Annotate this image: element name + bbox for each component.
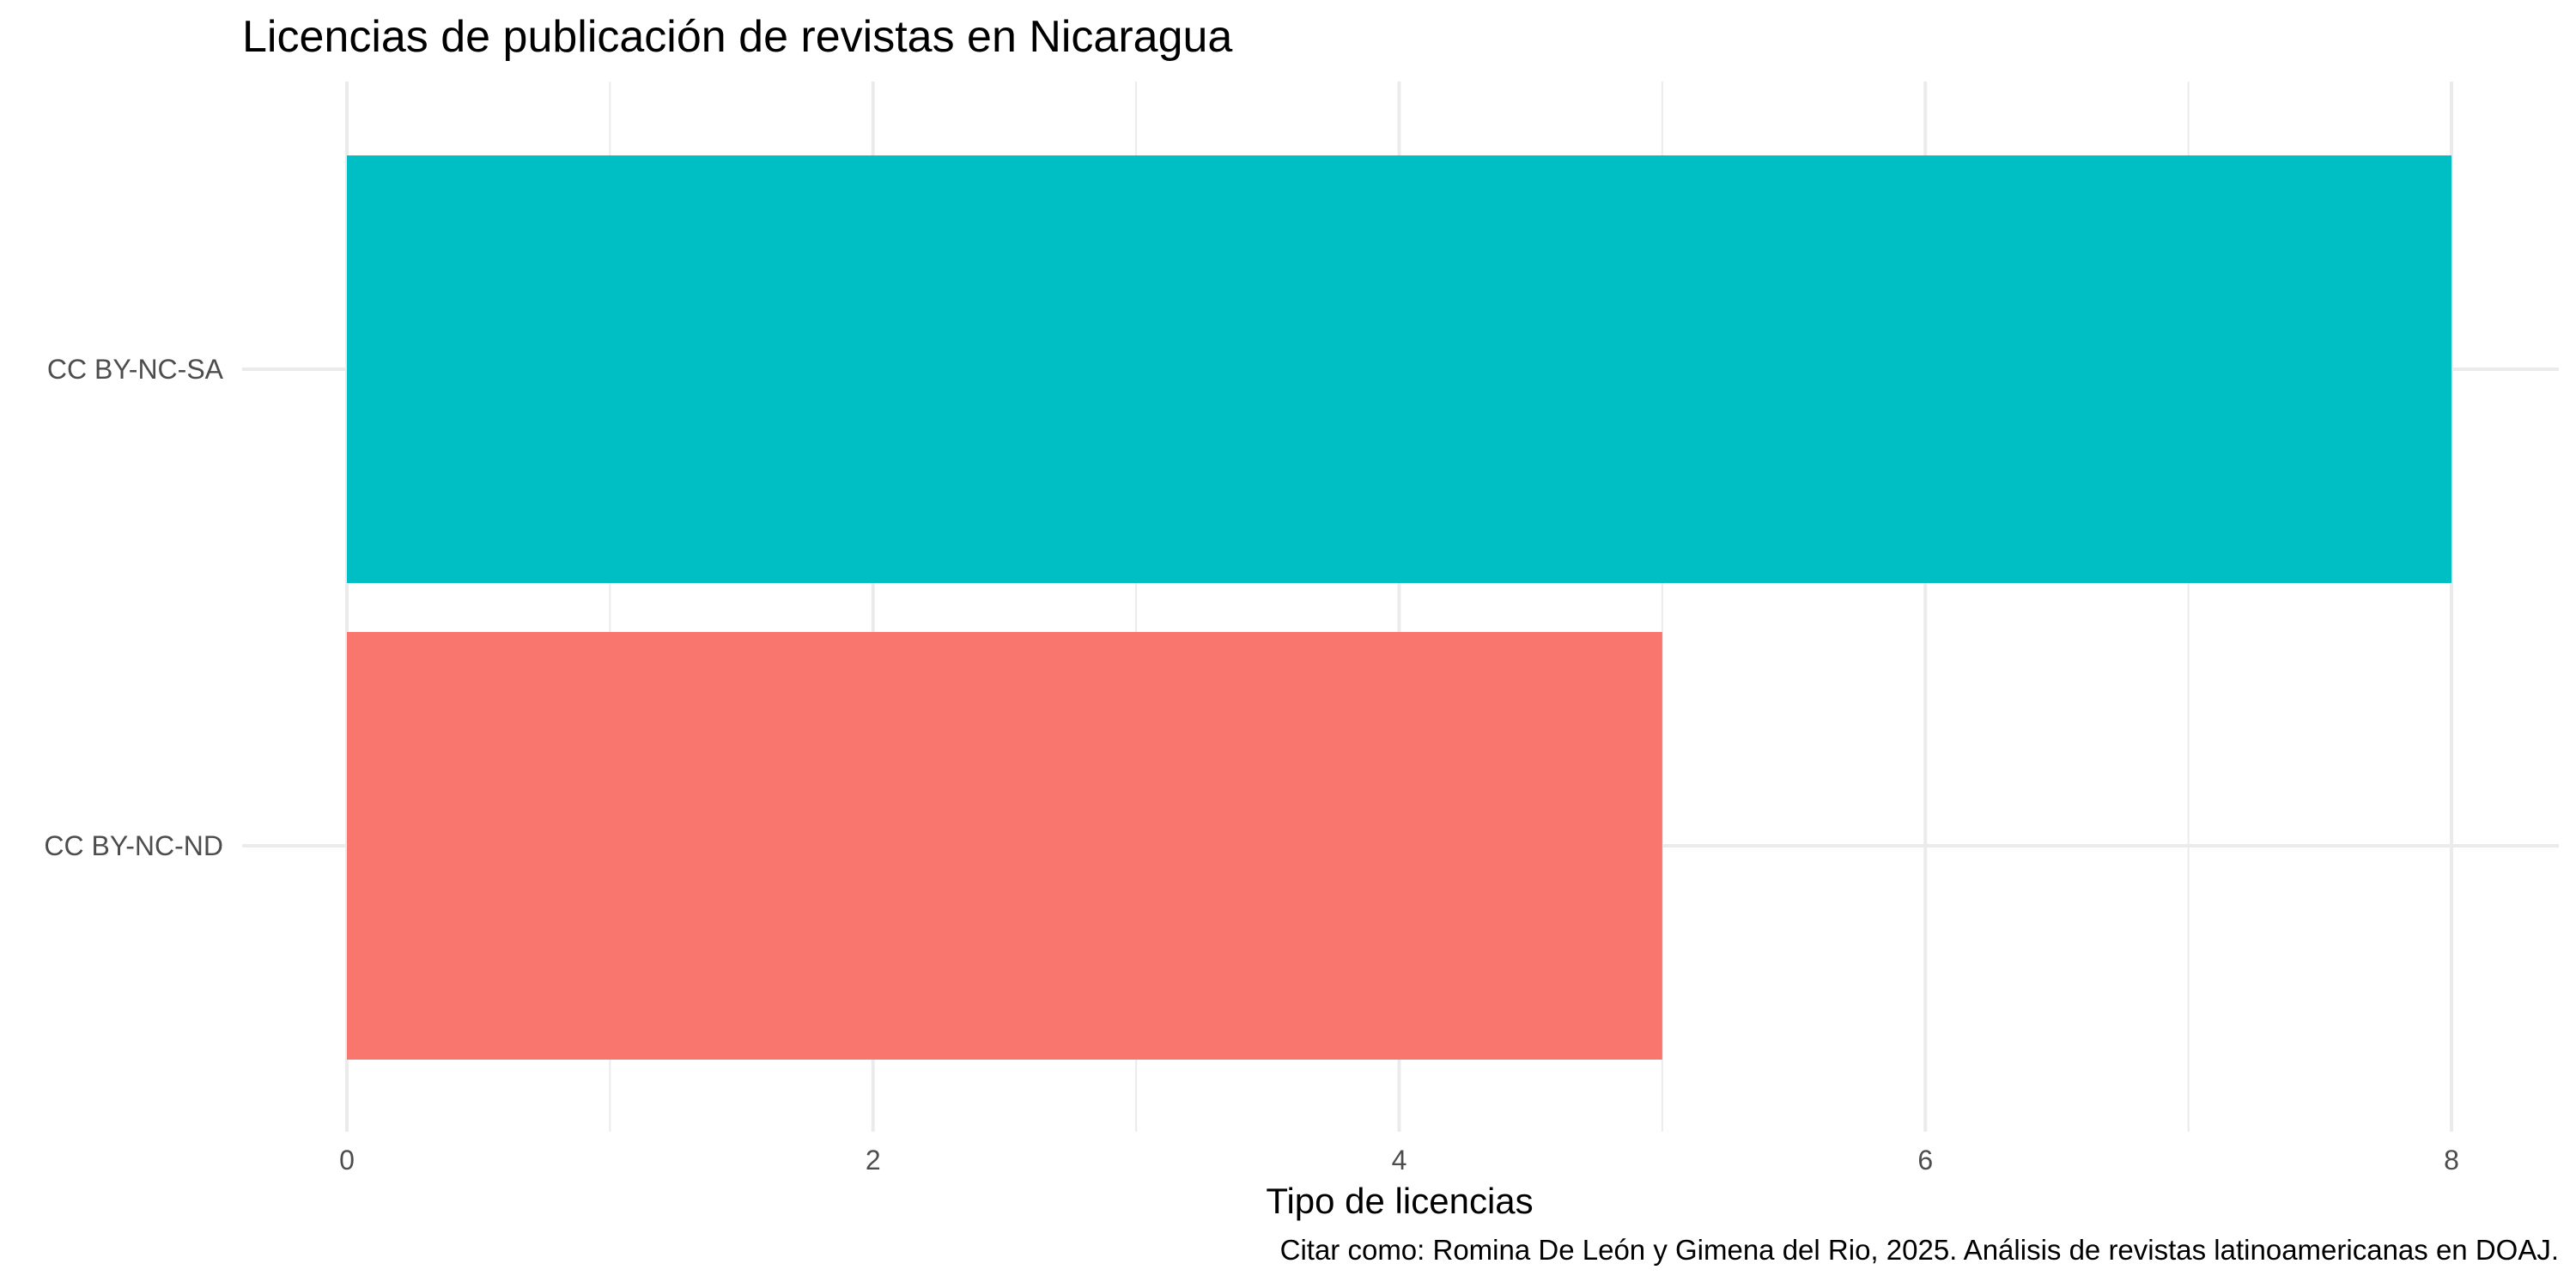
bars	[347, 155, 2451, 1060]
x-axis-ticks: 0 2 4 6 8	[339, 1145, 2459, 1176]
bar	[347, 155, 2451, 583]
x-tick-label: 0	[339, 1145, 355, 1176]
x-tick-label: 2	[866, 1145, 881, 1176]
bar	[347, 632, 1662, 1060]
y-tick-label: CC BY-NC-SA	[47, 354, 224, 385]
x-axis-title: Tipo de licencias	[1266, 1181, 1533, 1221]
x-tick-label: 6	[1917, 1145, 1933, 1176]
x-tick-label: 4	[1392, 1145, 1407, 1176]
chart-caption: Citar como: Romina De León y Gimena del …	[1280, 1234, 2559, 1266]
chart-title: Licencias de publicación de revistas en …	[242, 12, 1232, 62]
y-tick-label: CC BY-NC-ND	[44, 830, 223, 861]
x-tick-label: 8	[2444, 1145, 2459, 1176]
y-axis-ticks: CC BY-NC-SA CC BY-NC-ND	[44, 354, 223, 861]
